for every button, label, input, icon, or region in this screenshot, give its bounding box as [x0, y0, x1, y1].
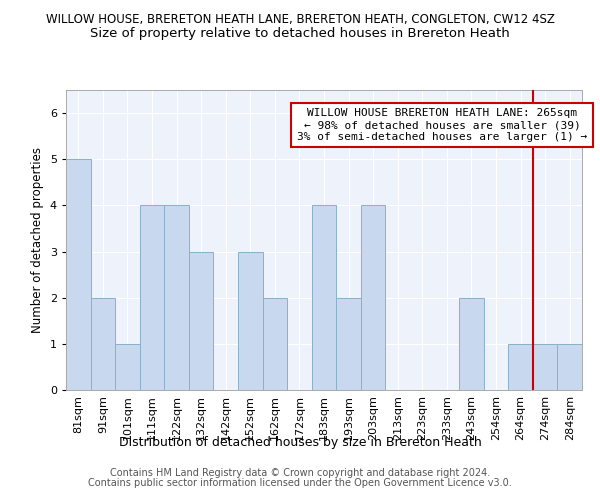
Bar: [557, 344, 582, 390]
Bar: [164, 206, 189, 390]
Bar: [66, 159, 91, 390]
Text: Size of property relative to detached houses in Brereton Heath: Size of property relative to detached ho…: [90, 28, 510, 40]
Bar: [263, 298, 287, 390]
Text: Contains HM Land Registry data © Crown copyright and database right 2024.: Contains HM Land Registry data © Crown c…: [110, 468, 490, 477]
Bar: [140, 206, 164, 390]
Bar: [238, 252, 263, 390]
Y-axis label: Number of detached properties: Number of detached properties: [31, 147, 44, 333]
Bar: [361, 206, 385, 390]
Text: WILLOW HOUSE, BRERETON HEATH LANE, BRERETON HEATH, CONGLETON, CW12 4SZ: WILLOW HOUSE, BRERETON HEATH LANE, BRERE…: [46, 12, 554, 26]
Text: Contains public sector information licensed under the Open Government Licence v3: Contains public sector information licen…: [88, 478, 512, 488]
Bar: [508, 344, 533, 390]
Bar: [115, 344, 140, 390]
Bar: [189, 252, 214, 390]
Text: Distribution of detached houses by size in Brereton Heath: Distribution of detached houses by size …: [119, 436, 481, 449]
Bar: [533, 344, 557, 390]
Text: WILLOW HOUSE BRERETON HEATH LANE: 265sqm
← 98% of detached houses are smaller (3: WILLOW HOUSE BRERETON HEATH LANE: 265sqm…: [297, 108, 587, 142]
Bar: [459, 298, 484, 390]
Bar: [336, 298, 361, 390]
Bar: [91, 298, 115, 390]
Bar: [312, 206, 336, 390]
